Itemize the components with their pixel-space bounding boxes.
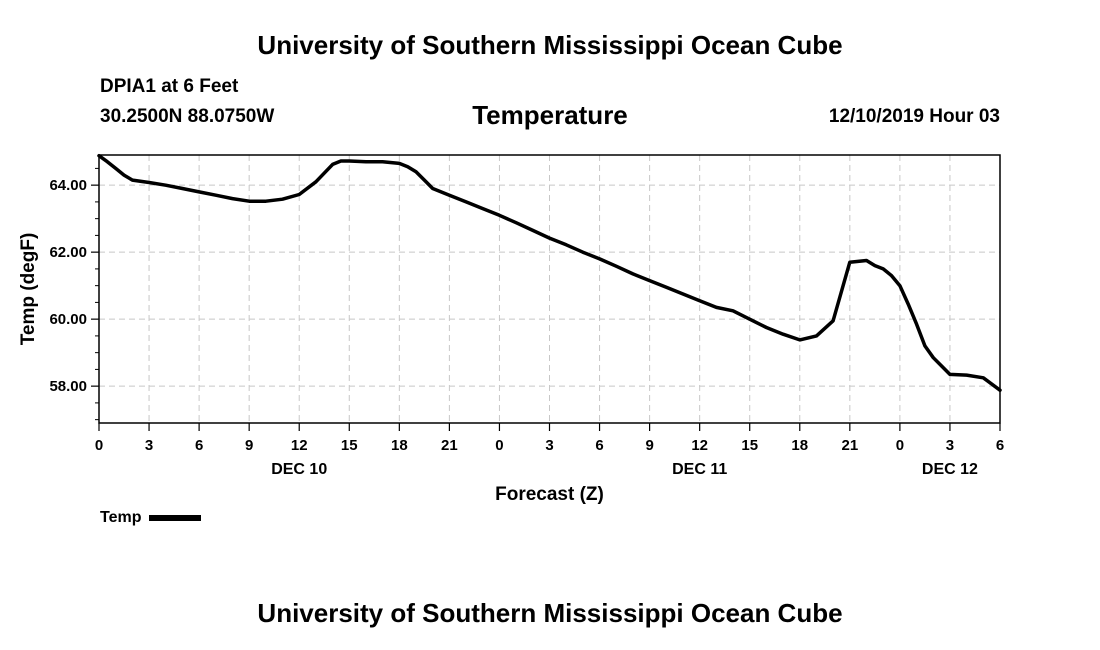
x-date-label: DEC 10 (271, 461, 327, 478)
x-tick-label: 18 (391, 437, 408, 454)
valid-time-label: 12/10/2019 Hour 03 (828, 106, 1000, 127)
x-tick-label: 0 (896, 437, 904, 454)
legend: Temp (100, 509, 202, 527)
axis-tick-labels: 0 3 6 9 12 15 18 21 0 3 6 9 12 15 18 21 0 3 6 DEC 10 DEC 11 D… (49, 177, 1004, 478)
x-date-label: DEC 11 (672, 461, 727, 478)
station-label: DPIA1 at 6 Feet (100, 76, 239, 97)
x-tick-label: 3 (946, 437, 954, 454)
series-layer (97, 153, 1002, 392)
y-tick-label: 60.00 (49, 311, 87, 328)
x-axis-title: Forecast (Z) (495, 484, 604, 505)
x-tick-label: 6 (595, 437, 603, 454)
y-tick-label: 62.00 (49, 244, 87, 261)
x-tick-label: 3 (145, 437, 153, 454)
y-tick-label: 58.00 (49, 378, 87, 395)
footer-title: University of Southern Mississippi Ocean… (257, 598, 843, 628)
plot-frame (98, 154, 1001, 424)
coordinates-label: 30.2500N 88.0750W (100, 106, 275, 127)
x-tick-label: 18 (791, 437, 808, 454)
x-date-label: DEC 12 (922, 461, 978, 478)
x-tick-label: 6 (996, 437, 1004, 454)
x-tick-label: 9 (245, 437, 253, 454)
x-tick-label: 12 (291, 437, 308, 454)
chart-title: Temperature (472, 100, 628, 130)
grid-lines (99, 155, 1000, 423)
x-tick-label: 3 (545, 437, 553, 454)
header-title: University of Southern Mississippi Ocean… (257, 30, 843, 60)
x-tick-label: 6 (195, 437, 203, 454)
x-tick-label: 0 (495, 437, 503, 454)
x-tick-label: 15 (741, 437, 758, 454)
x-tick-label: 15 (341, 437, 358, 454)
y-axis-title: Temp (degF) (18, 233, 39, 346)
x-tick-label: 21 (841, 437, 858, 454)
y-tick-label: 64.00 (49, 177, 87, 194)
x-tick-label: 0 (95, 437, 103, 454)
x-tick-label: 21 (441, 437, 458, 454)
legend-label-temp: Temp (100, 509, 142, 526)
legend-swatch-temp (149, 514, 202, 521)
x-tick-label: 12 (691, 437, 708, 454)
axis-ticks (91, 167, 1001, 431)
series-line-temp (97, 153, 1002, 392)
x-tick-label: 9 (645, 437, 653, 454)
